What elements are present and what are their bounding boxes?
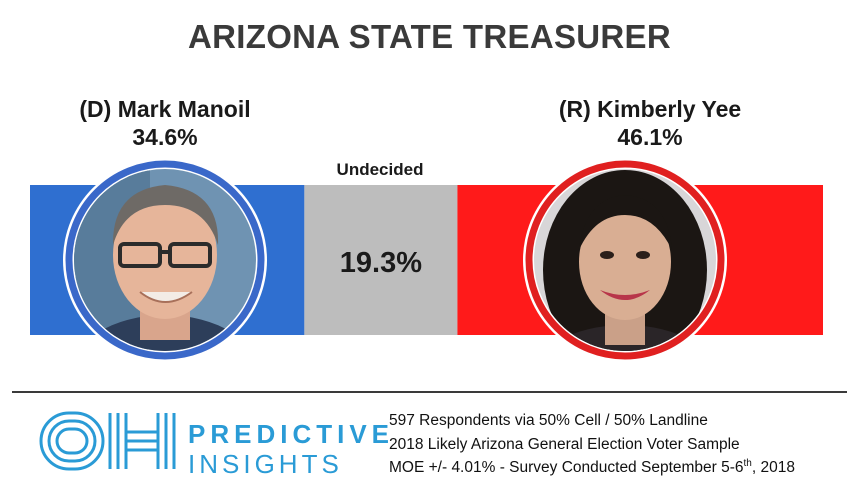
undecided-value-label: 19.3% [340,247,422,279]
methodology-text: 597 Respondents via 50% Cell / 50% Landl… [389,409,795,480]
undecided-label: Undecided [336,160,424,179]
methodology-line-2: 2018 Likely Arizona General Election Vot… [389,435,740,453]
rep-candidate-percent: 46.1% [617,124,683,150]
dem-candidate-percent: 34.6% [132,124,198,150]
dem-photo-ring [65,160,265,360]
rep-candidate-photo [523,158,727,362]
oh-logo-mark [39,411,176,471]
logo-wordmark-insights: INSIGHTS [188,449,343,479]
rep-photo-ring [525,160,725,360]
rep-candidate-name: (R) Kimberly Yee [558,96,742,122]
footer-divider [12,391,847,393]
logo-wordmark-predictive: PREDICTIVE [188,419,395,449]
dem-candidate-name: (D) Mark Manoil [79,96,251,122]
chart-title: ARIZONA STATE TREASURER [188,18,671,55]
stacked-bar-chart: 19.3% [30,158,823,362]
bar-segment-undecided [304,185,458,335]
methodology-line-1: 597 Respondents via 50% Cell / 50% Landl… [389,412,708,429]
dem-candidate-photo [63,158,267,362]
methodology-line-3: MOE +/- 4.01% - Survey Conducted Septemb… [389,457,795,476]
